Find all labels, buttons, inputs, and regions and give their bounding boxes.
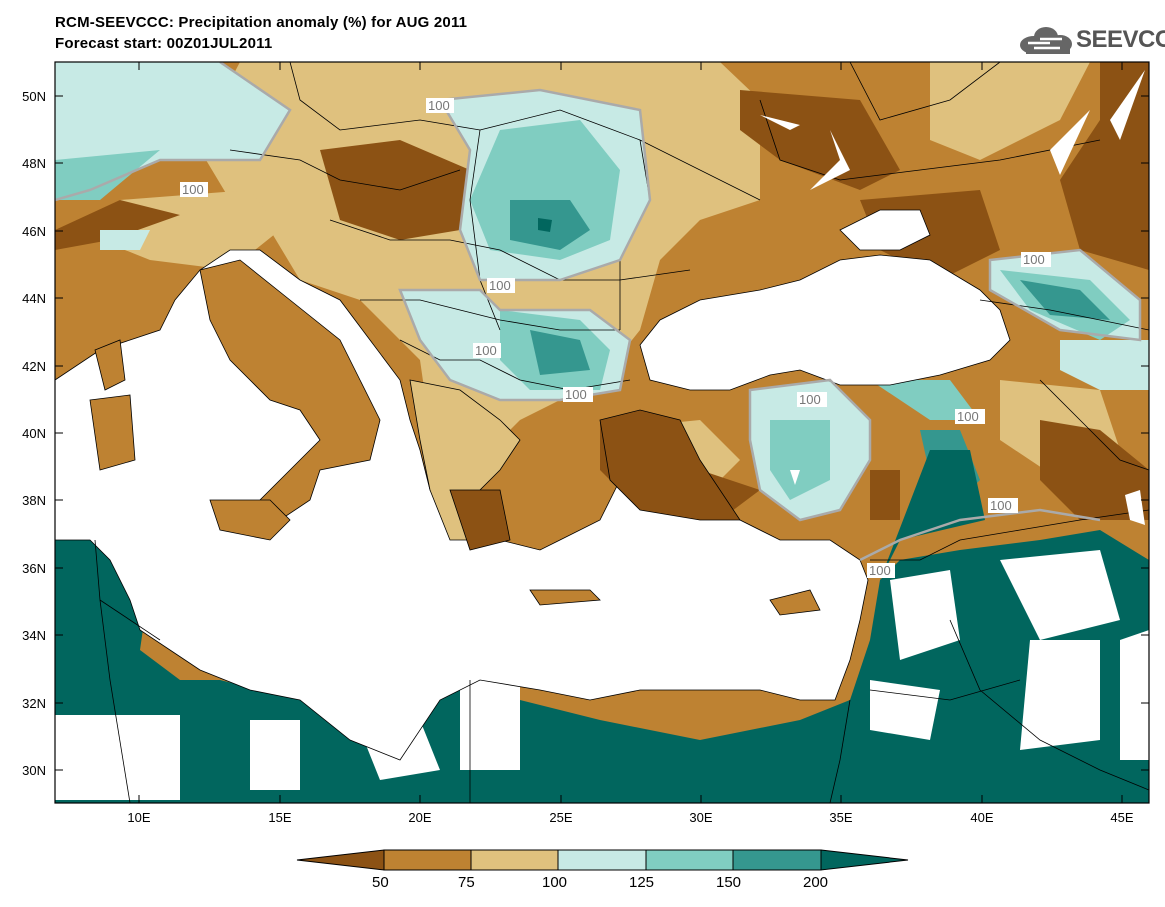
colorbar-label-75: 75 — [458, 874, 475, 891]
lat-label-32n: 32N — [22, 696, 46, 711]
italy-land — [89, 259, 821, 616]
colorbar-segment-125-150 — [645, 849, 734, 871]
lat-label-50n: 50N — [22, 89, 46, 104]
colorbar-label-150: 150 — [716, 874, 742, 891]
contour-labels: 100 100 100 100 100 100 100 100 100 100 — [180, 98, 1051, 578]
contour-label: 100 — [1023, 252, 1045, 267]
colorbar — [296, 849, 909, 871]
lon-label-45e: 45E — [1110, 810, 1133, 825]
colorbar-segment-above-200 — [820, 849, 909, 871]
cloud-icon — [1020, 27, 1072, 54]
colorbar-segment-below-50 — [296, 849, 385, 871]
longitude-ticks — [138, 62, 1123, 803]
lon-label-35e: 35E — [829, 810, 852, 825]
colorbar-label-100: 100 — [542, 874, 568, 891]
peloponnese-land — [449, 489, 511, 551]
no-data-areas — [55, 550, 1149, 800]
contour-label: 100 — [957, 409, 979, 424]
colorbar-segment-50-75 — [383, 849, 472, 871]
contour-label: 100 — [428, 98, 450, 113]
colorbar-label-200: 200 — [803, 874, 829, 891]
contour-label: 100 — [565, 387, 587, 402]
lat-label-30n: 30N — [22, 763, 46, 778]
colorbar-segment-75-100 — [470, 849, 559, 871]
lon-label-10e: 10E — [127, 810, 150, 825]
lat-label-36n: 36N — [22, 561, 46, 576]
contour-label: 100 — [990, 498, 1012, 513]
lon-label-15e: 15E — [268, 810, 291, 825]
lat-label-34n: 34N — [22, 628, 46, 643]
lon-label-30e: 30E — [689, 810, 712, 825]
lat-label-40n: 40N — [22, 426, 46, 441]
contour-label: 100 — [869, 563, 891, 578]
contour-100 — [55, 62, 1142, 562]
lon-label-25e: 25E — [549, 810, 572, 825]
anomaly-above-200 — [55, 218, 1149, 803]
colorbar-label-125: 125 — [629, 874, 655, 891]
contour-label: 100 — [182, 182, 204, 197]
lat-label-38n: 38N — [22, 493, 46, 508]
lat-label-44n: 44N — [22, 291, 46, 306]
anatolia-land — [599, 409, 741, 521]
contour-label: 100 — [475, 343, 497, 358]
map-title: RCM-SEEVCCC: Precipitation anomaly (%) f… — [55, 14, 468, 31]
lon-label-40e: 40E — [970, 810, 993, 825]
colorbar-segment-150-200 — [732, 849, 822, 871]
latitude-ticks — [55, 95, 1149, 771]
colorbar-segment-100-125 — [557, 849, 647, 871]
lat-label-46n: 46N — [22, 224, 46, 239]
lat-label-42n: 42N — [22, 359, 46, 374]
colorbar-label-50: 50 — [372, 874, 389, 891]
contour-label: 100 — [489, 278, 511, 293]
contour-label: 100 — [799, 392, 821, 407]
forecast-start-label: Forecast start: 00Z01JUL2011 — [55, 35, 273, 52]
lake-streaks — [760, 70, 1145, 525]
lon-label-20e: 20E — [408, 810, 431, 825]
country-borders — [94, 62, 1149, 803]
logo-text: SEEVCCC — [1076, 26, 1165, 53]
lat-label-48n: 48N — [22, 156, 46, 171]
